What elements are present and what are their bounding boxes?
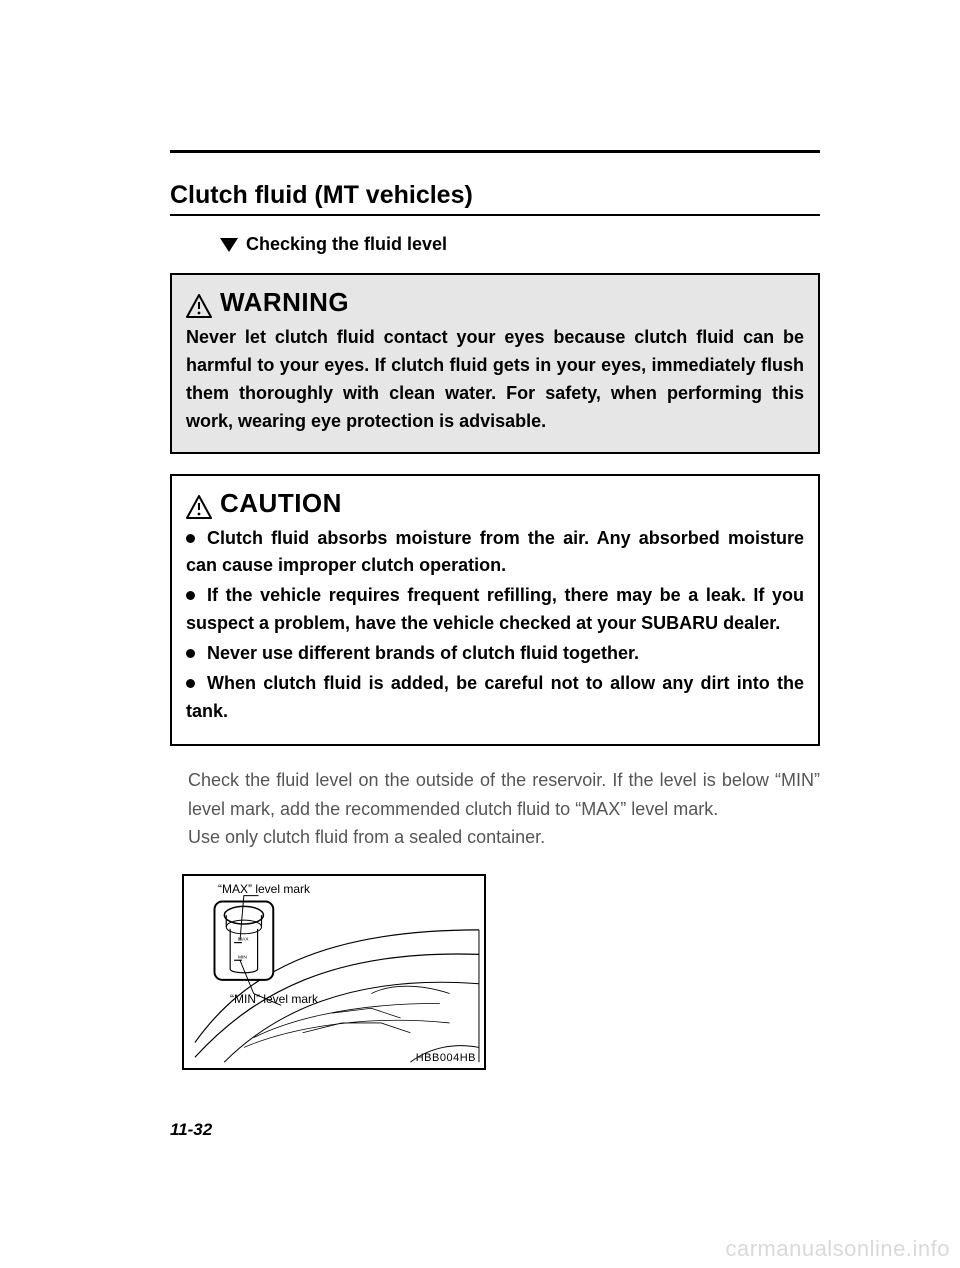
caution-bullet: Never use different brands of clutch flu… xyxy=(186,640,804,668)
title-horizontal-rule xyxy=(170,214,820,216)
bullet-dot-icon xyxy=(186,649,195,658)
top-horizontal-rule xyxy=(170,150,820,153)
warning-label: WARNING xyxy=(220,287,349,318)
caution-bullet-text: Never use different brands of clutch flu… xyxy=(207,643,639,663)
body-paragraph: Check the fluid level on the outside of … xyxy=(188,766,820,824)
caution-bullet-text: Clutch fluid absorbs moisture from the a… xyxy=(186,528,804,576)
caution-box: CAUTION Clutch fluid absorbs moisture fr… xyxy=(170,474,820,746)
watermark: carmanualsonline.info xyxy=(725,1236,950,1262)
bullet-dot-icon xyxy=(186,679,195,688)
caution-bullet-text: When clutch fluid is added, be careful n… xyxy=(186,673,804,721)
caution-bullet: Clutch fluid absorbs moisture from the a… xyxy=(186,525,804,581)
caution-triangle-icon xyxy=(186,495,212,519)
bullet-dot-icon xyxy=(186,591,195,600)
svg-text:MIN: MIN xyxy=(238,954,247,960)
warning-box: WARNING Never let clutch fluid contact y… xyxy=(170,273,820,454)
warning-body: Never let clutch fluid contact your eyes… xyxy=(186,324,804,436)
caution-body: Clutch fluid absorbs moisture from the a… xyxy=(186,525,804,726)
subheading-row: Checking the fluid level xyxy=(220,234,820,255)
caution-bullet-text: If the vehicle requires frequent refilli… xyxy=(186,585,804,633)
section-title: Clutch fluid (MT vehicles) xyxy=(170,181,820,210)
caution-label: CAUTION xyxy=(220,488,342,519)
caution-heading: CAUTION xyxy=(186,488,804,519)
caution-bullet: If the vehicle requires frequent refilli… xyxy=(186,582,804,638)
figure-label-max: “MAX” level mark xyxy=(218,882,310,896)
engine-bay-figure: MAX MIN “MAX” level mark “MIN” level mar… xyxy=(182,874,486,1070)
warning-heading: WARNING xyxy=(186,287,804,318)
body-paragraph: Use only clutch fluid from a sealed cont… xyxy=(188,823,820,852)
body-paragraphs: Check the fluid level on the outside of … xyxy=(188,766,820,852)
down-triangle-icon xyxy=(220,238,238,252)
caution-bullet: When clutch fluid is added, be careful n… xyxy=(186,670,804,726)
page-number: 11-32 xyxy=(170,1120,212,1140)
bullet-dot-icon xyxy=(186,534,195,543)
warning-triangle-icon xyxy=(186,294,212,318)
engine-bay-illustration: MAX MIN xyxy=(184,876,484,1068)
subheading-text: Checking the fluid level xyxy=(246,234,447,255)
figure-label-min: “MIN” level mark xyxy=(230,992,318,1006)
figure-code: HBB004HB xyxy=(416,1052,476,1064)
